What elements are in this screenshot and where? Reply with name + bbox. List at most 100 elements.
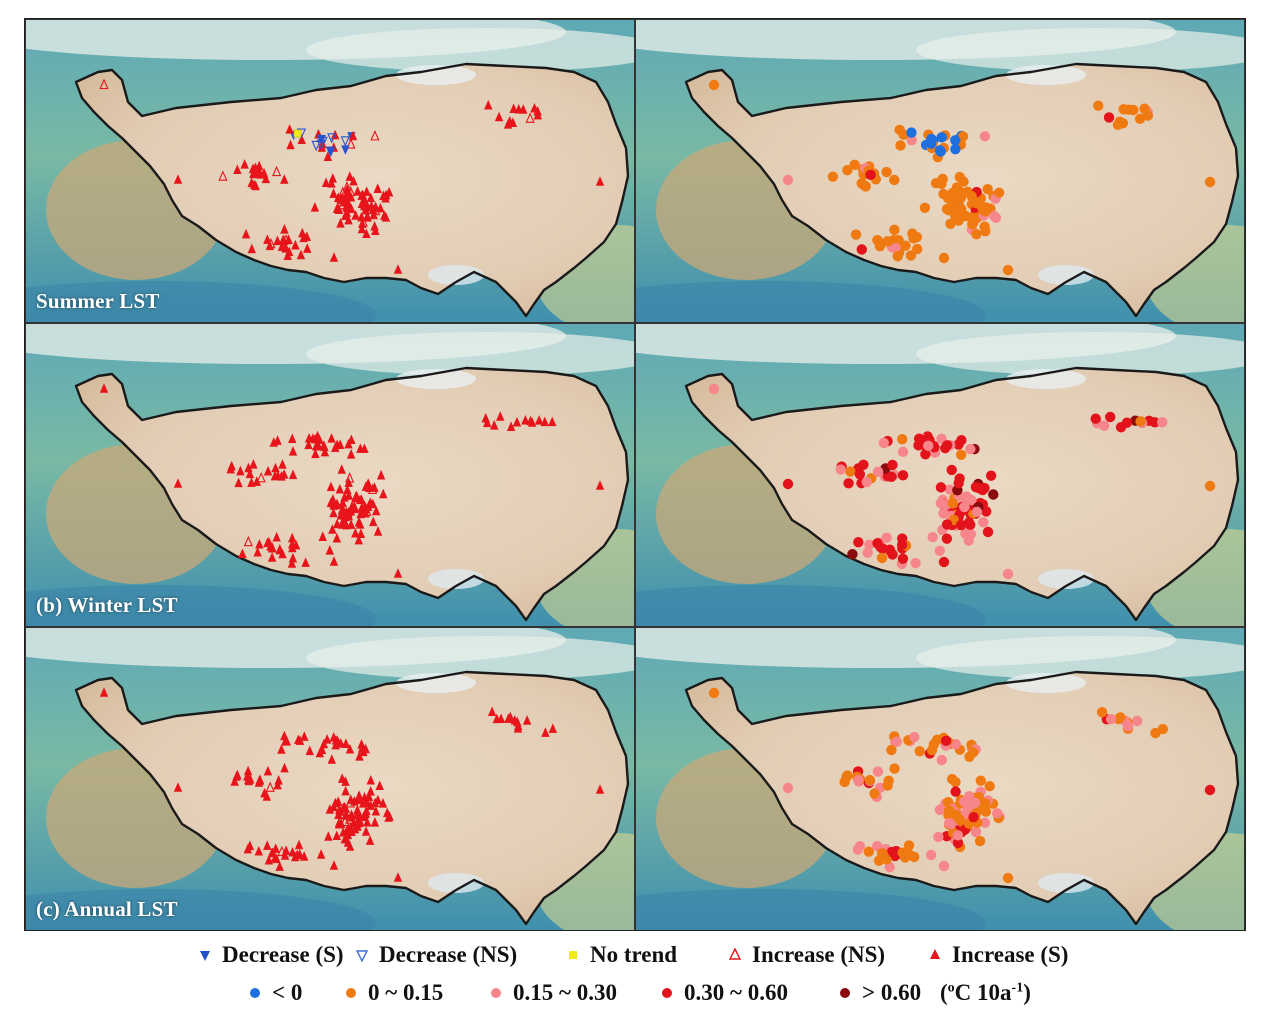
station-rate-dot — [953, 477, 964, 489]
station-rate-dot — [1114, 116, 1125, 127]
station-markers — [99, 687, 605, 882]
station-rate-dot — [872, 538, 883, 549]
increase-significant-marker — [379, 488, 388, 499]
station-rate-dot — [865, 169, 876, 181]
circle-darkred-icon — [836, 982, 854, 1004]
increase-significant-marker — [329, 860, 339, 870]
station-rate-dot — [853, 774, 864, 786]
station-rate-dot — [954, 814, 965, 825]
increase-significant-marker — [341, 191, 351, 202]
legend-label: Decrease (S) — [222, 942, 344, 967]
increase-not-significant-marker — [346, 138, 356, 149]
station-rate-dot — [923, 440, 934, 452]
station-rate-dot — [897, 446, 909, 458]
increase-significant-marker — [277, 744, 286, 754]
station-rate-dot — [950, 786, 961, 797]
station-rate-dot — [944, 484, 956, 495]
station-rate-dot — [854, 469, 866, 480]
station-rate-dot — [835, 464, 846, 475]
station-rate-dot — [941, 533, 953, 544]
station-rate-dot — [950, 738, 962, 750]
increase-significant-marker — [370, 482, 379, 492]
increase-significant-marker — [334, 809, 343, 820]
circle-blue-icon — [246, 982, 264, 1004]
increase-significant-marker — [282, 735, 291, 746]
northern-desert — [916, 332, 1244, 376]
increase-significant-marker — [344, 510, 354, 521]
station-rate-dot — [969, 797, 981, 809]
increase-not-significant-marker — [99, 78, 109, 90]
annual-rate-map-canvas — [636, 628, 1244, 930]
increase-significant-marker — [299, 232, 308, 243]
increase-significant-marker — [335, 483, 345, 494]
increase-significant-marker — [288, 433, 297, 443]
increase-significant-marker — [247, 243, 257, 254]
increase-significant-marker — [393, 568, 403, 578]
basemap — [26, 324, 634, 626]
summer-trend-map-canvas — [26, 20, 634, 322]
increase-significant-marker — [280, 174, 289, 184]
station-rate-dot — [1103, 112, 1115, 123]
station-rate-dot — [927, 531, 938, 543]
legend-label: No trend — [590, 942, 678, 967]
increase-significant-marker — [506, 711, 515, 722]
increase-significant-marker — [294, 734, 303, 745]
increase-significant-marker — [323, 151, 333, 161]
station-rate-dot — [863, 846, 874, 857]
station-rate-dot — [856, 244, 867, 255]
increase-significant-marker — [284, 234, 293, 244]
station-rate-dot — [1115, 712, 1126, 723]
no-trend-marker — [293, 129, 302, 138]
station-rate-dot — [1002, 872, 1014, 884]
station-rate-dot — [934, 145, 946, 156]
station-rate-dot — [950, 210, 961, 222]
increase-significant-marker — [254, 845, 264, 856]
station-rate-dot — [938, 188, 949, 200]
increase-significant-marker — [325, 545, 335, 555]
increase-significant-marker — [328, 524, 337, 534]
basemap — [26, 628, 634, 930]
increase-significant-marker — [376, 202, 385, 213]
station-rate-dot — [984, 781, 995, 792]
increase-significant-marker — [283, 250, 292, 261]
increase-significant-marker — [268, 847, 277, 858]
station-rate-dot — [862, 547, 873, 558]
trend-legend: Decrease (S) Decrease (NS) No trend Incr… — [0, 938, 1270, 972]
station-rate-dot — [968, 811, 979, 823]
station-rate-dot — [1123, 721, 1134, 732]
increase-significant-marker — [249, 459, 258, 469]
increase-significant-marker — [343, 829, 353, 840]
increase-significant-marker — [234, 477, 243, 488]
increase-significant-marker — [316, 849, 326, 859]
increase-significant-marker — [343, 484, 352, 495]
station-rate-dot — [1002, 264, 1014, 276]
increase-significant-marker — [370, 817, 380, 827]
increase-significant-marker — [244, 774, 253, 784]
increase-significant-marker — [303, 243, 312, 253]
increase-significant-marker — [272, 531, 281, 542]
station-rate-dot — [979, 798, 991, 809]
increase-significant-marker — [505, 115, 514, 126]
increase-significant-marker — [313, 440, 323, 450]
southeast-glacier — [1038, 569, 1094, 589]
station-rate-dot — [782, 478, 794, 490]
station-rate-dot — [959, 501, 970, 513]
increase-significant-marker — [320, 446, 330, 457]
increase-significant-marker — [346, 449, 356, 459]
increase-significant-marker — [311, 433, 320, 444]
increase-significant-marker — [280, 762, 289, 773]
increase-significant-marker — [351, 492, 360, 503]
increase-significant-marker — [173, 782, 183, 792]
legend-rate-015-030: 0.15 ~ 0.30 — [487, 976, 617, 1010]
increase-significant-marker — [372, 505, 381, 516]
station-rate-dot — [974, 835, 986, 847]
legend-decrease-not-significant: Decrease (NS) — [353, 938, 517, 972]
station-rate-dot — [1157, 417, 1168, 428]
increase-significant-marker — [287, 538, 297, 549]
increase-significant-marker — [271, 462, 280, 473]
map-figure: Summer LST (b) Winter LST (c) Annual LST — [24, 18, 1246, 931]
increase-not-significant-marker — [338, 198, 348, 210]
increase-significant-marker — [350, 796, 359, 806]
increase-significant-marker — [256, 169, 265, 179]
station-rate-dot — [946, 464, 957, 476]
